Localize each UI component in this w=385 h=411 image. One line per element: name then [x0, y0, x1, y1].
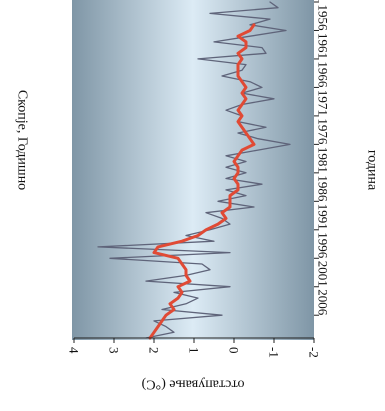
x-axis-title: година [365, 150, 380, 191]
series-line-1 [148, 23, 256, 340]
x-tick-label: 1971 [316, 90, 331, 116]
y-tick-label: -2 [307, 347, 322, 358]
x-tick-label: 1976 [316, 118, 331, 145]
chart-title: Скопје, Годишно [15, 90, 30, 190]
x-tick-label: 1986 [316, 175, 331, 202]
x-tick-label: 1991 [316, 204, 331, 230]
x-tick-label: 2001 [316, 261, 331, 287]
plot-area [72, 0, 314, 340]
x-tick-label: 1956 [316, 4, 331, 31]
y-tick-label: 3 [107, 347, 122, 354]
x-tick-label: 1961 [316, 33, 331, 59]
x-tick-label: 1951 [316, 0, 331, 2]
series-line-0 [97, 1, 291, 339]
y-tick-label: 4 [67, 347, 82, 354]
x-tick-label: 1966 [316, 61, 331, 88]
y-tick-label: 2 [147, 347, 162, 354]
x-tick-label: 1996 [316, 232, 331, 259]
y-tick-label: -1 [267, 347, 282, 358]
y-tick-label: 0 [227, 347, 242, 354]
y-axis-title: отстапување (°C) [141, 377, 244, 392]
x-tick-label: 1981 [316, 147, 331, 173]
y-tick-label: 1 [187, 347, 202, 354]
x-tick-label: 2006 [316, 289, 331, 316]
